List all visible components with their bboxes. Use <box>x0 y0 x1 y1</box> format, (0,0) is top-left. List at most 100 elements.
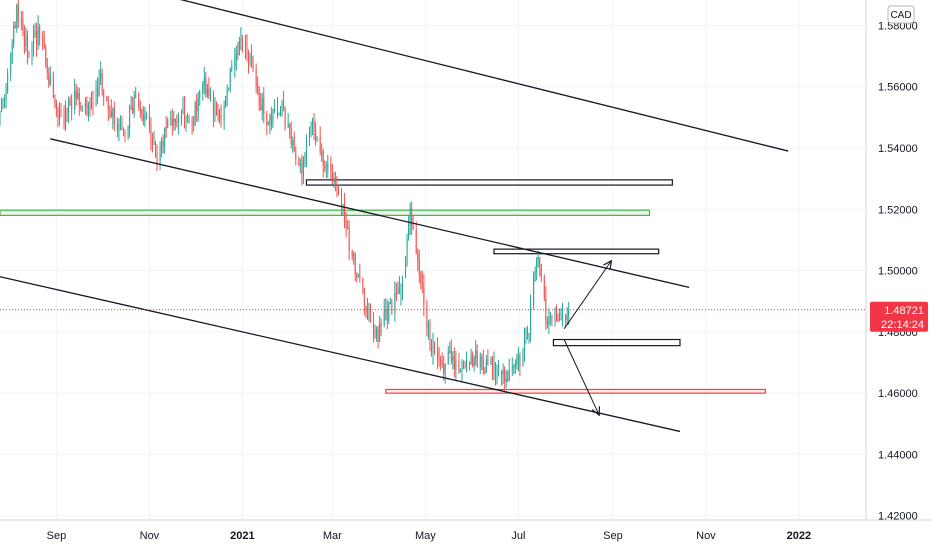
candle-body <box>528 333 530 340</box>
candle-body <box>525 330 527 338</box>
candle-body <box>42 38 44 43</box>
candle-body <box>100 73 102 79</box>
candle-body <box>121 123 123 129</box>
candle-body <box>119 123 121 125</box>
candle-body <box>52 77 54 98</box>
down-arrow[interactable] <box>563 339 599 416</box>
candle-body <box>545 298 547 321</box>
candle-body <box>337 187 339 193</box>
candle-body <box>495 363 497 375</box>
candle-body <box>194 102 196 125</box>
up-arrow[interactable] <box>563 261 611 330</box>
y-tick-label: 1.50000 <box>878 266 918 278</box>
candle-body <box>16 5 18 29</box>
candle-body <box>434 343 436 350</box>
price-candles <box>0 0 570 391</box>
candle-body <box>519 355 521 367</box>
red-support-zone[interactable] <box>385 388 766 394</box>
candle-body <box>475 350 477 359</box>
candle-body <box>369 312 371 323</box>
candle-body <box>68 100 70 113</box>
candle-body <box>484 371 486 373</box>
x-tick-label: Mar <box>323 530 342 542</box>
candle-body <box>162 140 164 147</box>
candle-body <box>536 258 538 272</box>
candle-body <box>359 275 361 278</box>
candle-body <box>533 275 535 306</box>
candle-body <box>479 356 481 368</box>
candle-body <box>537 257 539 259</box>
candle-body <box>148 115 150 125</box>
resistance-zone-black[interactable] <box>305 179 673 186</box>
candle-body <box>568 309 570 317</box>
candle-body <box>66 110 68 113</box>
candle-body <box>366 308 368 320</box>
candle-body <box>17 5 19 22</box>
candle-body <box>405 261 407 278</box>
candle-body <box>379 323 381 341</box>
candle-body <box>60 110 62 113</box>
candle-body <box>548 316 550 324</box>
candle-body <box>543 277 545 299</box>
candle-body <box>430 340 432 354</box>
candle-body <box>336 183 338 188</box>
support-zone-black[interactable] <box>552 338 681 347</box>
candle-body <box>13 25 15 44</box>
time-axis[interactable]: Sep Nov 2021 Mar May Jul Sep Nov 2022 <box>0 519 932 550</box>
candle-body <box>43 42 45 47</box>
candle-body <box>447 351 449 365</box>
candle-body <box>217 111 219 118</box>
candle-body <box>289 124 291 129</box>
candle-body <box>516 359 518 364</box>
candle-body <box>171 118 173 126</box>
candle-body <box>276 108 278 116</box>
candle-body <box>411 208 413 226</box>
channel-middle-line[interactable] <box>50 138 690 289</box>
zone-drawings[interactable] <box>0 179 766 394</box>
candle-body <box>315 131 317 140</box>
currency-badge[interactable]: CAD <box>887 5 915 24</box>
candle-body <box>191 120 193 126</box>
candle-body <box>229 69 231 89</box>
candle-body <box>347 227 349 229</box>
green-zone[interactable] <box>0 209 651 217</box>
candle-body <box>444 364 446 374</box>
candle-body <box>165 127 167 129</box>
candle-body <box>406 238 408 262</box>
y-tick-label: 1.44000 <box>878 449 918 461</box>
candle-body <box>77 93 79 99</box>
candle-body <box>107 98 109 111</box>
candle-body <box>37 27 39 45</box>
price-axis[interactable]: 1.420001.440001.460001.480001.500001.520… <box>865 0 932 523</box>
x-tick-label: 2021 <box>230 530 254 542</box>
candle-body <box>183 108 185 122</box>
trendline-drawings[interactable] <box>0 0 789 433</box>
candle-body <box>216 103 217 112</box>
candle-body <box>437 349 439 359</box>
x-tick-label: 2022 <box>787 530 811 542</box>
candle-body <box>141 109 143 115</box>
candle-body <box>182 108 184 115</box>
candle-body <box>560 319 562 321</box>
candle-body <box>427 324 429 329</box>
candle-body <box>110 111 112 118</box>
candle-body <box>466 361 468 369</box>
candle-body <box>87 103 89 114</box>
candle-body <box>293 140 295 152</box>
candle-body <box>443 364 445 374</box>
channel-lower-line[interactable] <box>0 276 681 433</box>
candle-body <box>188 120 190 122</box>
x-tick-label: May <box>415 530 436 542</box>
upper-target-zone[interactable] <box>493 248 660 255</box>
candle-body <box>212 94 214 117</box>
candle-body <box>388 303 390 321</box>
candle-body <box>196 102 198 112</box>
candle-body <box>353 254 355 257</box>
candle-body <box>549 316 551 318</box>
candle-body <box>228 88 230 90</box>
candle-body <box>95 88 97 104</box>
bar-countdown-label: 22:14:24 <box>881 319 924 331</box>
channel-upper-line[interactable] <box>156 0 789 152</box>
candle-body <box>522 358 524 367</box>
